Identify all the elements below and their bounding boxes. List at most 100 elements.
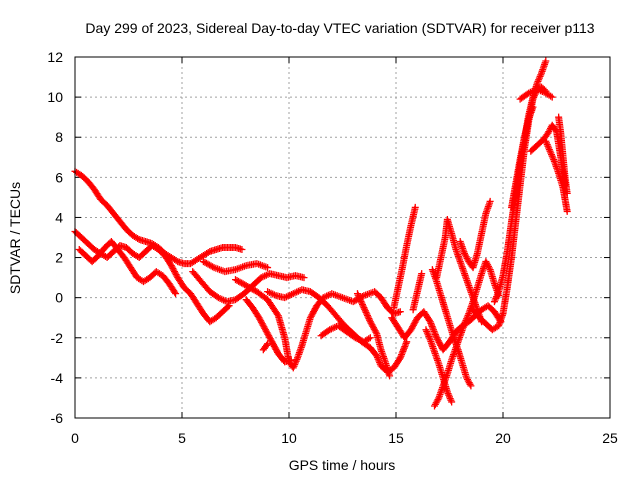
data-point-marker bbox=[460, 320, 468, 328]
y-tick-label: 12 bbox=[47, 49, 63, 65]
series-track-17 bbox=[433, 215, 486, 326]
data-point-marker bbox=[361, 305, 369, 313]
data-point-marker bbox=[172, 271, 180, 279]
series-track-15 bbox=[422, 326, 456, 406]
series-track-21 bbox=[490, 57, 550, 306]
data-point-marker bbox=[259, 321, 267, 329]
data-point-marker bbox=[411, 203, 419, 211]
series-track-25 bbox=[542, 137, 571, 215]
data-point-marker bbox=[490, 298, 498, 306]
data-point-marker bbox=[168, 263, 176, 271]
data-point-marker bbox=[535, 74, 543, 82]
data-point-marker bbox=[365, 335, 373, 343]
data-point-marker bbox=[269, 339, 277, 347]
data-point-marker bbox=[424, 331, 432, 339]
data-point-marker bbox=[209, 263, 217, 271]
data-point-marker bbox=[309, 309, 317, 317]
data-point-marker bbox=[373, 353, 381, 361]
data-point-marker bbox=[261, 326, 269, 334]
data-point-marker bbox=[409, 323, 417, 331]
series-track-19 bbox=[456, 197, 494, 272]
x-tick-label: 0 bbox=[71, 430, 79, 446]
data-point-marker bbox=[376, 359, 384, 367]
data-point-marker bbox=[486, 197, 494, 205]
data-point-marker bbox=[363, 310, 371, 318]
series-track-2 bbox=[71, 227, 233, 326]
data-point-marker bbox=[359, 302, 367, 310]
data-point-marker bbox=[418, 270, 426, 278]
x-tick-label: 20 bbox=[495, 430, 511, 446]
data-point-marker bbox=[171, 288, 179, 296]
data-point-marker bbox=[563, 207, 571, 215]
data-point-marker bbox=[463, 313, 471, 321]
x-tick-label: 10 bbox=[281, 430, 297, 446]
data-point-marker bbox=[542, 57, 550, 65]
data-point-marker bbox=[372, 328, 380, 336]
series-track-22 bbox=[508, 103, 537, 211]
data-point-marker bbox=[260, 323, 268, 331]
data-point-marker bbox=[491, 296, 499, 304]
data-point-marker bbox=[371, 327, 379, 335]
series-track-13 bbox=[388, 302, 505, 354]
data-point-marker bbox=[492, 294, 500, 302]
data-point-marker bbox=[433, 335, 441, 343]
data-point-marker bbox=[172, 257, 180, 265]
series-track-20 bbox=[469, 83, 550, 334]
data-point-marker bbox=[448, 398, 456, 406]
data-point-marker bbox=[370, 325, 378, 333]
data-point-marker bbox=[291, 359, 299, 367]
data-point-marker bbox=[167, 262, 175, 270]
data-point-marker bbox=[535, 76, 543, 84]
data-point-marker bbox=[267, 336, 275, 344]
chart-title: Day 299 of 2023, Sidereal Day-to-day VTE… bbox=[85, 20, 594, 36]
y-tick-label: 6 bbox=[55, 169, 63, 185]
data-point-marker bbox=[292, 357, 300, 365]
data-point-marker bbox=[548, 151, 556, 159]
data-point-marker bbox=[547, 149, 555, 157]
data-point-marker bbox=[407, 326, 415, 334]
data-point-marker bbox=[134, 235, 142, 243]
data-point-marker bbox=[436, 340, 444, 348]
data-point-marker bbox=[238, 246, 246, 254]
data-point-marker bbox=[273, 347, 281, 355]
data-point-marker bbox=[289, 364, 297, 372]
data-point-marker bbox=[366, 334, 374, 342]
data-point-marker bbox=[425, 316, 433, 324]
y-axis-label: SDTVAR / TECUs bbox=[7, 182, 23, 294]
data-point-marker bbox=[172, 290, 180, 298]
data-point-marker bbox=[426, 334, 434, 342]
data-point-marker bbox=[266, 335, 274, 343]
data-point-marker bbox=[357, 297, 365, 305]
data-point-marker bbox=[548, 93, 556, 101]
data-point-marker bbox=[461, 318, 469, 326]
data-point-marker bbox=[364, 313, 372, 321]
tick-labels: 0 5 10 15 20 25 -6 -4 -2 0 2 4 6 8 10 12 bbox=[47, 49, 618, 446]
data-point-marker bbox=[300, 274, 308, 282]
y-tick-label: 10 bbox=[47, 89, 63, 105]
data-point-marker bbox=[403, 338, 411, 346]
data-point-marker bbox=[358, 301, 366, 309]
y-tick-label: 8 bbox=[55, 129, 63, 145]
data-point-marker bbox=[534, 77, 542, 85]
data-point-marker bbox=[422, 326, 430, 334]
data-point-marker bbox=[547, 92, 555, 100]
data-point-marker bbox=[270, 342, 278, 350]
series-track-11 bbox=[353, 290, 394, 380]
data-point-marker bbox=[368, 321, 376, 329]
data-point-marker bbox=[493, 293, 501, 301]
data-point-marker bbox=[273, 310, 281, 318]
data-point-marker bbox=[395, 355, 403, 363]
data-point-marker bbox=[363, 311, 371, 319]
data-point-marker bbox=[411, 318, 419, 326]
data-point-marker bbox=[435, 338, 443, 346]
y-tick-label: -2 bbox=[51, 330, 64, 346]
data-point-marker bbox=[546, 147, 554, 155]
data-point-marker bbox=[543, 141, 551, 149]
series-track-8 bbox=[242, 296, 295, 366]
plot-frame bbox=[74, 56, 611, 419]
data-point-marker bbox=[262, 327, 270, 335]
data-point-marker bbox=[358, 299, 366, 307]
data-point-marker bbox=[445, 391, 453, 399]
data-point-marker bbox=[563, 189, 571, 197]
